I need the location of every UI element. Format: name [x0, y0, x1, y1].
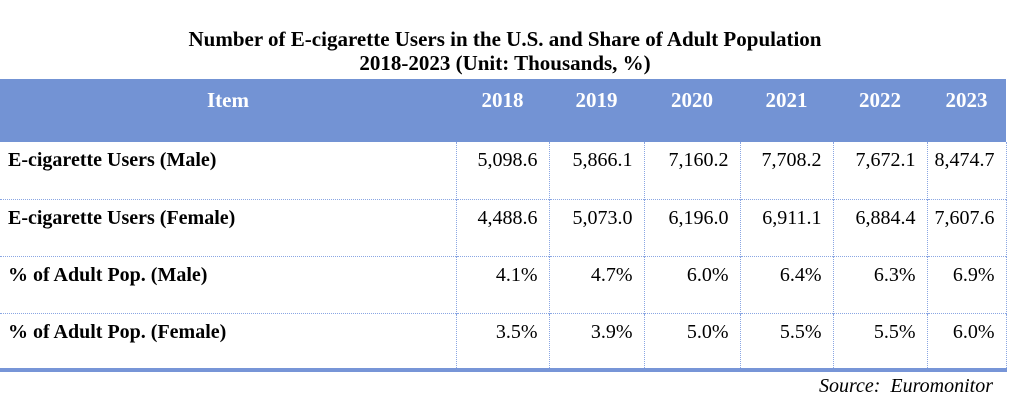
column-header-2021: 2021 — [740, 79, 833, 142]
table-cell: 5,098.6 — [455, 142, 549, 199]
table-title: Number of E-cigarette Users in the U.S. … — [0, 0, 1010, 75]
table-cell: 6,911.1 — [739, 198, 833, 256]
table-cell: 3.9% — [548, 312, 644, 370]
column-header-2018: 2018 — [456, 79, 549, 142]
row-label: E-cigarette Users (Female) — [0, 198, 456, 256]
column-header-2022: 2022 — [833, 79, 927, 142]
row-label: E-cigarette Users (Male) — [8, 149, 217, 171]
column-header-2019: 2019 — [549, 79, 644, 142]
table-title-line-1: Number of E-cigarette Users in the U.S. … — [188, 27, 822, 51]
table-cell: 7,672.1 — [832, 142, 927, 199]
table-cell: 6,884.4 — [832, 198, 927, 256]
table-cell: 6.3% — [832, 255, 927, 313]
table-cell: 5.5% — [832, 312, 927, 370]
table-cell: 6.9% — [926, 255, 1007, 313]
table-cell: 6.0% — [926, 312, 1007, 370]
table-cell: 7,708.2 — [739, 142, 833, 199]
table-cell: 4.7% — [548, 255, 644, 313]
column-header-2020: 2020 — [644, 79, 740, 142]
table-cell: 5,073.0 — [548, 198, 644, 256]
source-note: Source: Euromonitor — [818, 375, 993, 397]
table-row-pct-female: % of Adult Pop. (Female) 3.5% 3.9% 5.0% … — [0, 312, 1007, 370]
table-title-line-2: 2018-2023 (Unit: Thousands, %) — [359, 51, 651, 75]
table-cell: 7,160.2 — [643, 142, 740, 199]
table-cell: 5.5% — [739, 312, 833, 370]
table-cell: 6,196.0 — [643, 198, 740, 256]
table-cell: 5,866.1 — [548, 142, 644, 199]
row-label: % of Adult Pop. (Male) — [0, 255, 456, 313]
table-cell: 4.1% — [455, 255, 549, 313]
table-cell: 5.0% — [643, 312, 740, 370]
table-row-users-male: E-cigarette Users (Male) 5,098.6 5,866.1… — [0, 142, 1007, 199]
column-header-item: Item — [0, 79, 456, 142]
table-cell: 8,474.7 — [926, 142, 1007, 199]
table-cell: 6.0% — [643, 255, 740, 313]
table-cell: 7,607.6 — [926, 198, 1007, 256]
row-label: % of Adult Pop. (Female) — [0, 312, 456, 370]
table-cell: 3.5% — [455, 312, 549, 370]
table-row-users-female: E-cigarette Users (Female) 4,488.6 5,073… — [0, 198, 1007, 256]
header-row: Item 2018 2019 2020 2021 2022 2023 — [0, 79, 1006, 142]
table-cell: 4,488.6 — [455, 198, 549, 256]
data-table: Item 2018 2019 2020 2021 2022 2023 E-cig… — [0, 79, 1007, 372]
table-cell: 6.4% — [739, 255, 833, 313]
table-row-pct-male: % of Adult Pop. (Male) 4.1% 4.7% 6.0% 6.… — [0, 255, 1007, 313]
column-header-2023: 2023 — [927, 79, 1006, 142]
